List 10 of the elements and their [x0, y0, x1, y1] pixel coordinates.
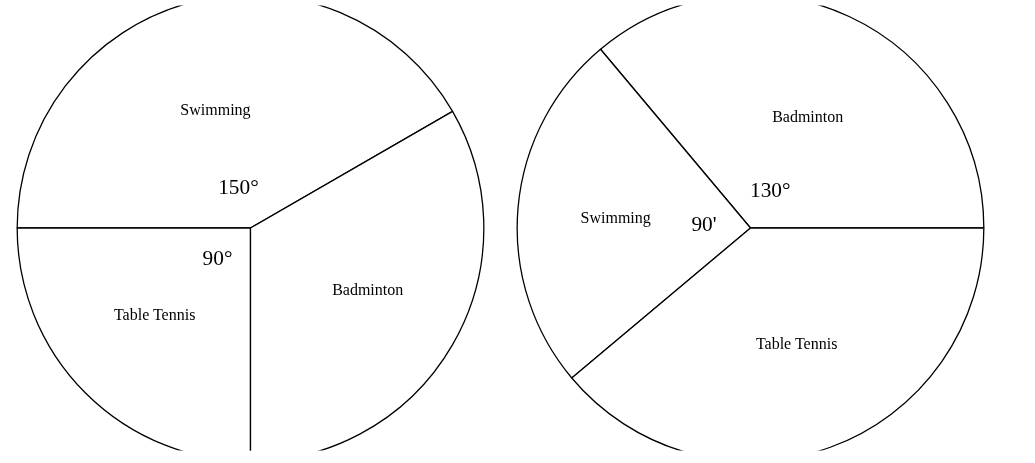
- data-label: 150°: [218, 175, 259, 200]
- slice-label: Table Tennis: [755, 334, 838, 352]
- data-label: 90°: [202, 245, 233, 270]
- data-label: 90': [691, 212, 717, 237]
- slice-label: Table Tennis: [113, 306, 196, 324]
- data-label: 130°: [749, 177, 791, 202]
- slice-label: Swimming: [180, 100, 251, 119]
- slice-label: Badminton: [332, 280, 404, 298]
- slice-label: Badminton: [772, 108, 844, 126]
- slice-label: Swimming: [580, 208, 651, 227]
